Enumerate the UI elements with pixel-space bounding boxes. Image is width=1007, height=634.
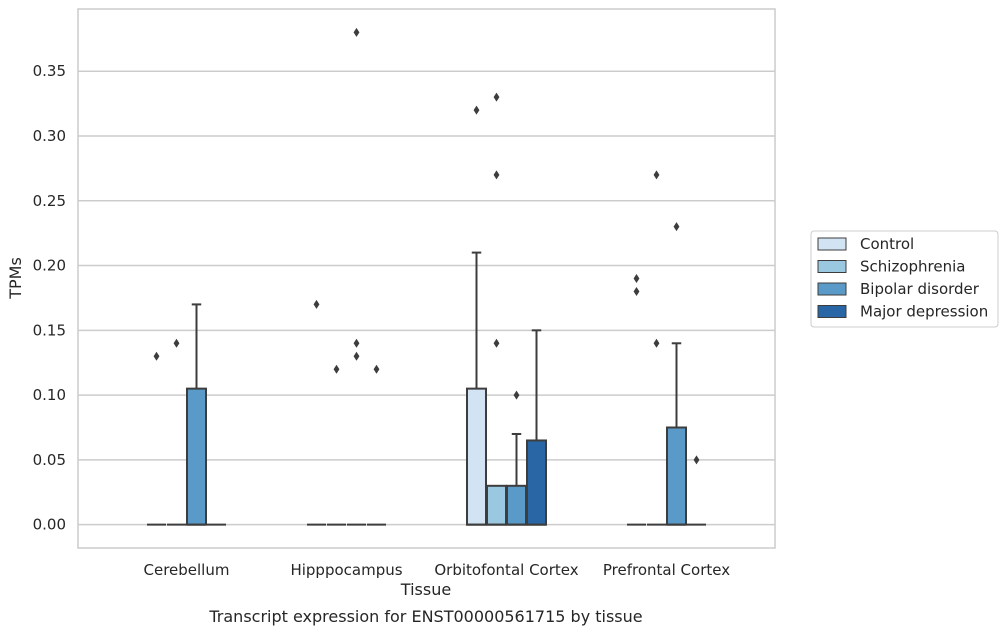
outlier-point xyxy=(673,222,680,232)
outlier-point xyxy=(693,455,700,465)
box-control xyxy=(147,351,166,526)
outlier-point xyxy=(653,170,660,180)
outlier-point xyxy=(513,390,520,400)
x-tick-label: Orbitofontal Cortex xyxy=(434,561,578,579)
y-tick-label: 0.30 xyxy=(33,127,66,145)
box-body xyxy=(186,387,207,526)
legend-entry-label: Control xyxy=(860,235,914,253)
y-tick-label: 0.00 xyxy=(33,516,66,534)
box-bipolar-disorder xyxy=(666,222,687,526)
outlier-point xyxy=(373,364,380,374)
box-major-depression xyxy=(526,329,547,526)
y-tick-labels: 0.00 0.05 0.10 0.15 0.20 0.25 0.30 0.35 xyxy=(33,62,66,533)
outlier-point xyxy=(353,27,360,37)
box-groups xyxy=(147,27,706,526)
legend-entry-label: Bipolar disorder xyxy=(860,280,980,298)
outlier-point xyxy=(173,338,180,348)
box-body xyxy=(486,484,507,526)
outlier-point xyxy=(493,170,500,180)
box-schizophrenia xyxy=(327,364,346,526)
legend-entry-label: Schizophrenia xyxy=(860,258,965,276)
x-tick-label: Prefrontal Cortex xyxy=(603,561,730,579)
y-tick-label: 0.35 xyxy=(33,62,66,80)
chart-caption: Transcript expression for ENST0000056171… xyxy=(208,607,642,626)
box-control xyxy=(307,299,326,526)
box-schizophrenia xyxy=(167,338,186,526)
legend-entry-label: Major depression xyxy=(860,303,988,321)
box-body xyxy=(506,484,527,526)
legend-swatch xyxy=(817,282,847,296)
y-tick-label: 0.10 xyxy=(33,386,66,404)
x-tick-label: Cerebellum xyxy=(144,561,230,579)
outlier-point xyxy=(473,105,480,115)
legend-frame xyxy=(810,230,999,328)
legend: Control Schizophrenia Bipolar disorder Majo… xyxy=(810,230,999,328)
y-tick-label: 0.25 xyxy=(33,192,66,210)
outlier-point xyxy=(153,351,160,361)
outlier-point xyxy=(313,299,320,309)
outlier-point xyxy=(633,286,640,296)
box-bipolar-disorder xyxy=(347,27,366,526)
box-body xyxy=(526,439,547,526)
y-tick-label: 0.05 xyxy=(33,451,66,469)
x-tick-label: Hipppocampus xyxy=(290,561,402,579)
y-tick-label: 0.15 xyxy=(33,321,66,339)
outlier-point xyxy=(353,351,360,361)
outlier-point xyxy=(333,364,340,374)
box-control xyxy=(627,274,646,526)
plot-frame xyxy=(77,8,776,549)
box-schizophrenia xyxy=(647,170,666,526)
y-axis-label: TPMs xyxy=(6,257,25,300)
box-bipolar-disorder xyxy=(186,303,207,526)
outlier-point xyxy=(493,92,500,102)
outlier-point xyxy=(493,338,500,348)
legend-swatch xyxy=(817,260,847,273)
box-major-depression xyxy=(687,455,706,526)
legend-swatch xyxy=(817,237,847,251)
outlier-point xyxy=(653,338,660,348)
x-axis-label: Tissue xyxy=(400,580,451,599)
box-major-depression xyxy=(367,364,386,526)
legend-swatch xyxy=(817,305,847,318)
box-body xyxy=(466,387,487,526)
box-control xyxy=(466,105,487,526)
x-tick-labels: Cerebellum Hipppocampus Orbitofontal Corte… xyxy=(144,561,731,579)
outlier-point xyxy=(353,338,360,348)
y-tick-label: 0.20 xyxy=(33,257,66,275)
box-body xyxy=(666,426,687,526)
outlier-point xyxy=(633,274,640,283)
